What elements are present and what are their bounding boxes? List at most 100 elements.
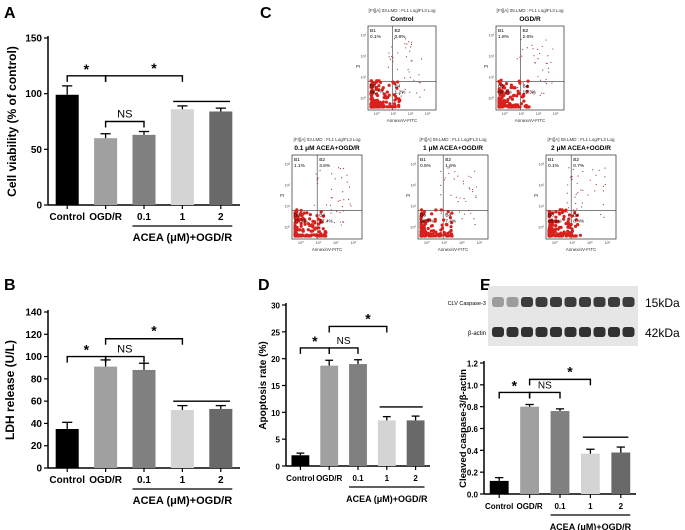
- event-dot: [323, 230, 328, 234]
- event-dot: [407, 68, 409, 71]
- event-dot: [308, 217, 312, 221]
- y-axis-label: Cleaved caspase-3/β-actin: [458, 369, 469, 488]
- event-dot: [537, 57, 539, 60]
- event-dot: [397, 52, 399, 54]
- quadrant-label: B3: [420, 212, 426, 218]
- event-dot: [449, 225, 453, 229]
- event-dot: [519, 102, 523, 106]
- event-dot: [411, 59, 413, 61]
- event-dot: [389, 58, 391, 60]
- decade-tick: 10¹: [489, 76, 495, 80]
- event-dot: [442, 233, 446, 237]
- quadrant-value: 1.8%: [498, 34, 510, 40]
- blot-band: [579, 327, 591, 337]
- event-dot: [498, 96, 502, 101]
- event-dot: [346, 181, 348, 183]
- event-dot: [575, 193, 577, 195]
- bar-ogd-r: [520, 406, 540, 494]
- event-dot: [566, 221, 570, 225]
- sig-bracket: [528, 378, 592, 386]
- event-dot: [602, 190, 604, 192]
- event-dot: [370, 88, 374, 92]
- event-dot: [303, 220, 307, 224]
- blot-band: [535, 327, 548, 337]
- event-dot: [382, 105, 386, 109]
- panel-letter-e: E: [480, 277, 491, 294]
- quadrant-label: B1: [498, 28, 504, 34]
- event-dot: [321, 214, 326, 218]
- event-dot: [474, 224, 476, 226]
- blot-band: [593, 297, 606, 307]
- blot-band: [492, 297, 504, 307]
- event-dot: [519, 56, 521, 58]
- bar-1: [170, 109, 194, 205]
- y-tick-label: 0.2: [467, 469, 479, 478]
- event-dot: [311, 224, 315, 228]
- event-dot: [294, 211, 298, 215]
- event-dot: [374, 98, 379, 103]
- event-dot: [568, 207, 570, 209]
- bar-0-1: [550, 411, 570, 494]
- event-dot: [339, 199, 341, 202]
- event-dot: [567, 231, 571, 235]
- event-dot: [577, 192, 579, 194]
- event-dot: [419, 82, 421, 84]
- flow-header: [FI][A] 05.LMD : FL1 Log/FL3 Log: [496, 8, 564, 13]
- event-dot: [546, 62, 548, 65]
- event-dot: [568, 219, 570, 221]
- quadrant-value: 77.9%: [294, 218, 308, 224]
- quadrant-value: 0.1%: [370, 34, 382, 40]
- event-dot: [548, 71, 550, 73]
- event-dot: [522, 99, 526, 103]
- blot-size-label: 42kDa: [645, 326, 680, 340]
- event-dot: [508, 95, 512, 99]
- sig-star: *: [84, 61, 90, 77]
- event-dot: [419, 212, 423, 216]
- event-dot: [341, 206, 344, 208]
- event-dot: [387, 93, 391, 97]
- x-tick-label: 1: [180, 475, 186, 486]
- event-dot: [299, 208, 303, 213]
- ns-bracket: [104, 355, 145, 363]
- event-dot: [316, 179, 319, 182]
- flow-dots: [369, 38, 425, 109]
- event-dot: [334, 178, 336, 180]
- x-tick-label: OGD/R: [516, 502, 542, 511]
- quadrant-label: B3: [370, 83, 376, 89]
- event-dot: [547, 229, 551, 233]
- decade-tick: 10⁰: [298, 241, 304, 245]
- event-dot: [374, 86, 379, 90]
- event-dot: [372, 103, 376, 107]
- event-dot: [545, 78, 547, 80]
- event-dot: [567, 213, 572, 217]
- panel-e-western-blot: CLV Caspase-3 15kDa β-actin 42kDa: [448, 286, 680, 346]
- event-dot: [293, 228, 298, 232]
- blot-band: [521, 327, 533, 337]
- y-tick-label: 5: [276, 436, 281, 445]
- event-dot: [521, 55, 523, 57]
- event-dot: [321, 227, 325, 231]
- event-dot: [500, 102, 504, 106]
- event-dot: [419, 96, 421, 98]
- event-dot: [578, 233, 582, 237]
- flow-header: [FI][A] 03.LMD : FL1 Log/FL3 Log: [293, 137, 361, 142]
- event-dot: [317, 222, 321, 226]
- event-dot: [319, 210, 323, 214]
- event-dot: [557, 225, 562, 230]
- event-dot: [473, 218, 475, 220]
- event-dot: [445, 213, 447, 215]
- bar-control: [291, 455, 310, 466]
- event-dot: [392, 102, 397, 106]
- event-dot: [604, 176, 606, 178]
- flow-header: [FI][A] 03.LMD : FL1 Log/FL3 Log: [368, 8, 436, 13]
- quadrant-label: B4: [522, 83, 528, 89]
- event-dot: [461, 218, 463, 220]
- quadrant-value: 0.8%: [394, 34, 406, 40]
- event-dot: [315, 214, 317, 216]
- event-dot: [547, 212, 552, 216]
- event-dot: [299, 213, 304, 218]
- event-dot: [522, 82, 524, 84]
- event-dot: [566, 192, 568, 194]
- event-dot: [441, 218, 446, 222]
- event-dot: [316, 182, 319, 185]
